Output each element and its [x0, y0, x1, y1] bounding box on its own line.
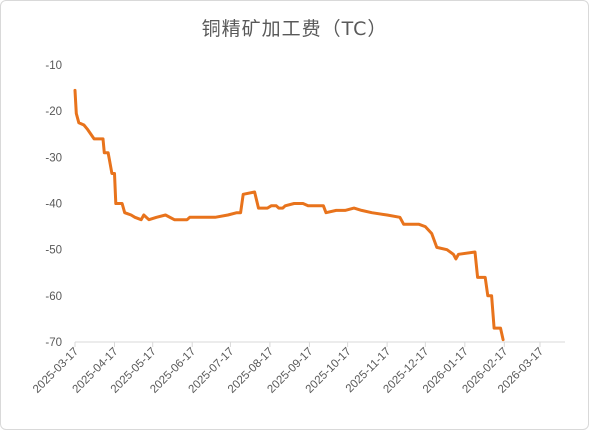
y-tick-label: -20	[45, 106, 62, 118]
y-tick-label: -50	[45, 245, 62, 257]
chart-title: 铜精矿加工费（TC）	[201, 18, 388, 40]
series-line	[73, 88, 505, 342]
y-tick-label: -40	[45, 199, 62, 211]
y-tick-label: -10	[45, 60, 62, 72]
y-tick-label: -60	[45, 291, 62, 303]
y-tick-label: -70	[45, 337, 62, 349]
y-tick-label: -30	[45, 152, 62, 164]
